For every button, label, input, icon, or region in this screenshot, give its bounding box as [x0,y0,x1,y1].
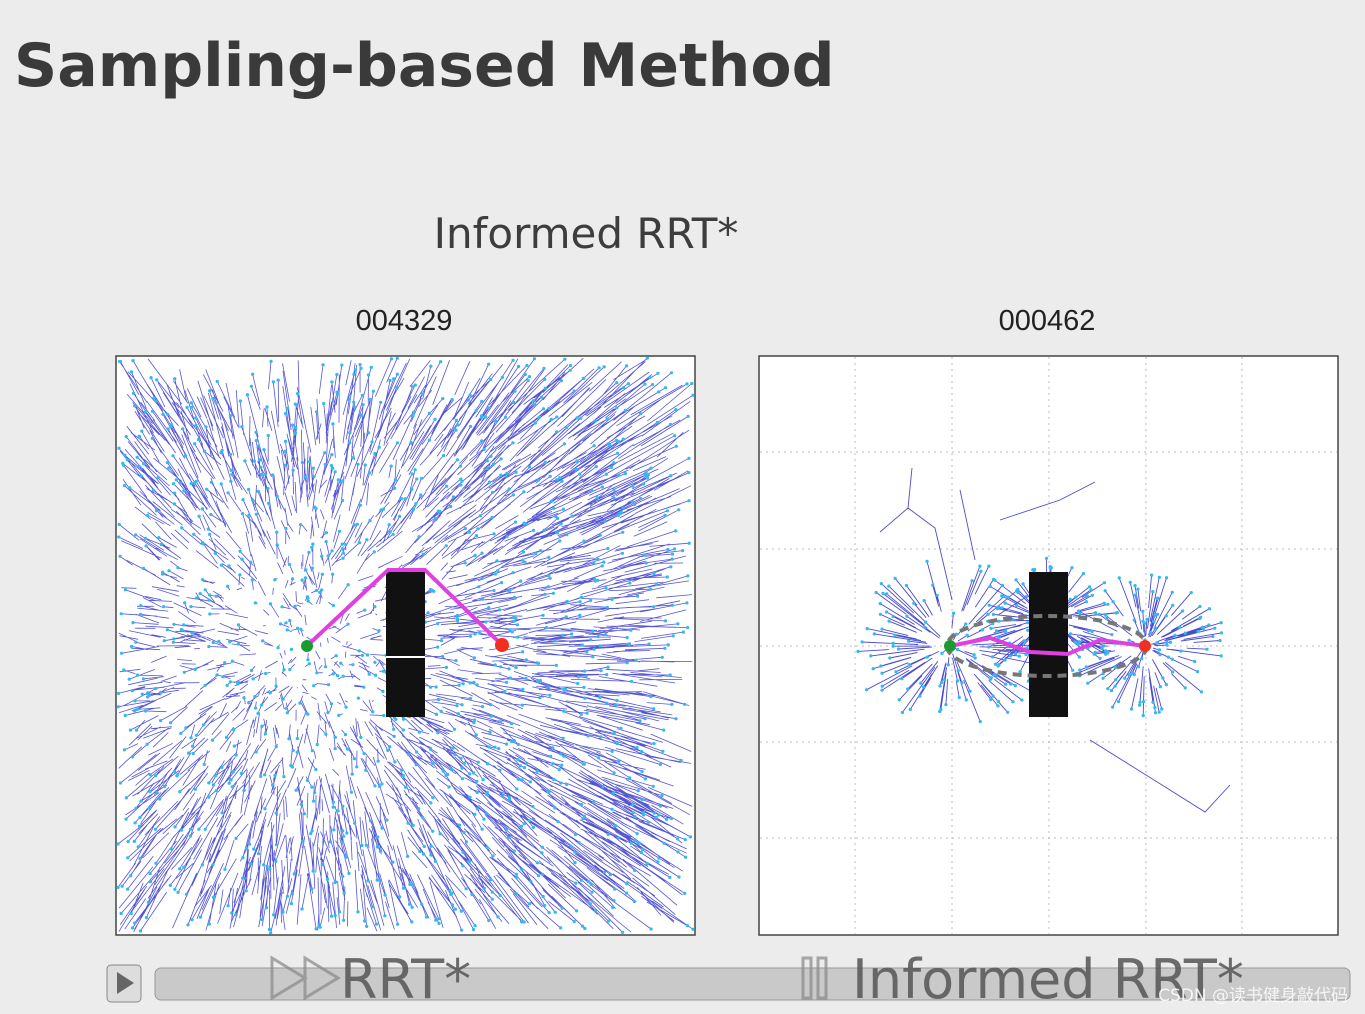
iteration-counter: 000462 [999,305,1096,337]
trees [116,356,1337,935]
video-caption: Informed RRT* [852,948,1244,1011]
obstacle [1029,572,1068,717]
watermark: CSDN @读书健身敲代码 [1158,986,1348,1006]
slide-subtitle: Informed RRT* [434,209,739,258]
iteration-counter: 004329 [356,305,453,337]
start [301,640,313,652]
pause-icon [801,956,828,1000]
start [944,640,956,652]
solution-path [949,635,1146,657]
obstacle [386,570,425,717]
solution-path [305,568,504,648]
tree-edges [117,357,694,934]
play-icon [117,972,134,994]
progress-bar[interactable] [154,967,1351,1001]
goal [495,638,509,652]
video-caption: RRT* [340,948,471,1011]
goal [1139,640,1151,652]
fast-forward-icon [270,955,341,1001]
slide-title: Sampling-based Method [14,31,835,101]
tree-nodes [116,356,695,935]
